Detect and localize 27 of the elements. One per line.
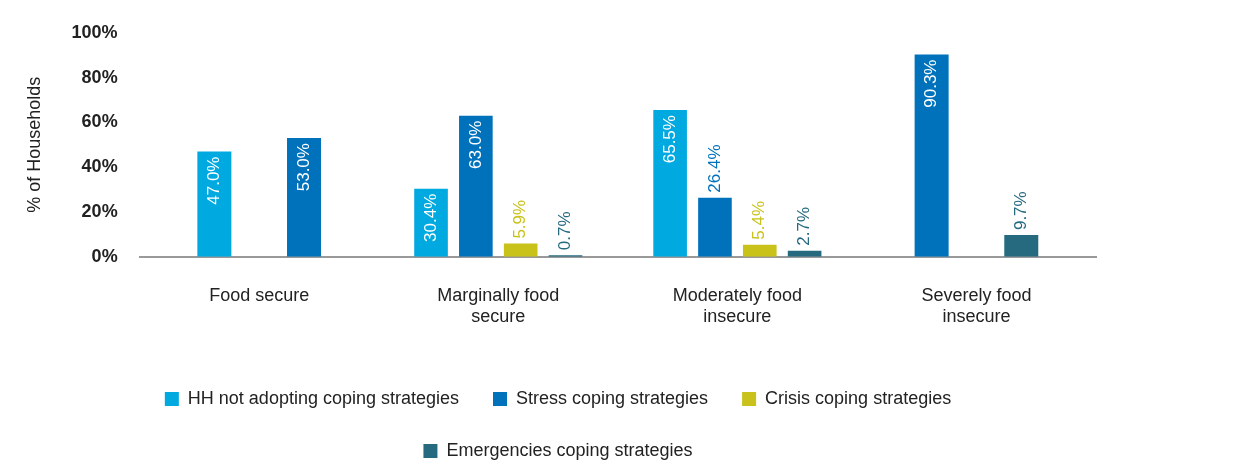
legend-label: Crisis coping strategies <box>765 387 952 408</box>
legend-label: Emergencies coping strategies <box>446 439 693 460</box>
data-label: 65.5% <box>659 115 679 164</box>
data-label: 90.3% <box>921 59 941 108</box>
legend-label: HH not adopting coping strategies <box>187 387 459 408</box>
data-label: 30.4% <box>420 193 440 242</box>
data-label: 47.0% <box>204 156 224 205</box>
y-tick-label: 100% <box>71 21 118 42</box>
data-label: 26.4% <box>704 144 724 193</box>
y-tick-label: 0% <box>91 245 118 266</box>
x-tick-label: Moderately food insecure <box>672 284 802 327</box>
data-label: 53.0% <box>293 143 313 192</box>
legend-label: Stress coping strategies <box>516 387 709 408</box>
y-tick-label: 20% <box>81 200 118 221</box>
data-label: 5.4% <box>749 200 769 240</box>
y-tick-label: 80% <box>81 66 118 87</box>
data-label: 2.7% <box>794 207 814 246</box>
data-label: 0.7% <box>555 211 575 251</box>
y-axis-title: % of Households <box>23 76 44 213</box>
x-tick-label: Food secure <box>209 284 310 305</box>
y-tick-label: 40% <box>81 156 118 177</box>
data-label: 5.9% <box>510 199 530 239</box>
data-label: 9.7% <box>1010 191 1030 231</box>
x-tick-label: Severely food insecure <box>921 284 1032 327</box>
x-tick-label: Marginally food secure <box>437 284 560 327</box>
y-tick-label: 60% <box>81 111 118 132</box>
data-label: 63.0% <box>465 120 485 169</box>
